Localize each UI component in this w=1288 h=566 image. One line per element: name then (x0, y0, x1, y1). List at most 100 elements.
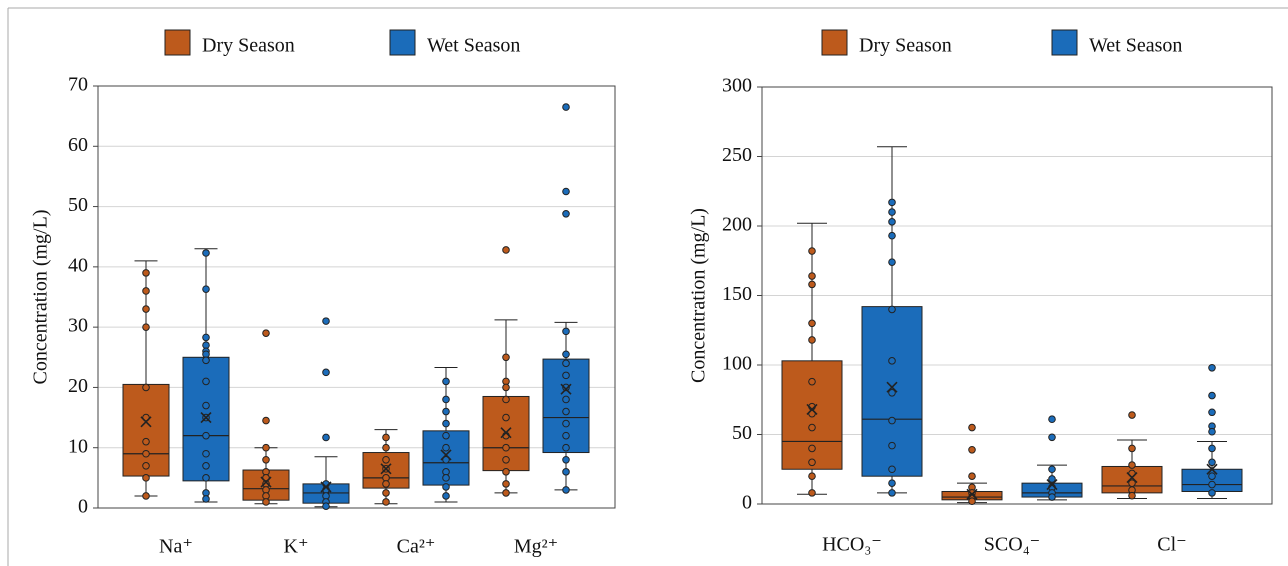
y-tick-label: 30 (68, 315, 88, 337)
y-tick-label: 70 (68, 74, 88, 96)
data-point (262, 329, 270, 337)
data-point (382, 433, 390, 442)
data-point (382, 498, 390, 506)
data-point (1048, 475, 1056, 483)
data-point (1208, 427, 1216, 436)
data-point (202, 401, 210, 410)
data-point (808, 319, 816, 328)
data-point (888, 198, 896, 207)
data-point (1208, 458, 1216, 467)
mean-marker (440, 449, 452, 461)
data-point (888, 389, 896, 397)
data-point (142, 492, 150, 500)
data-point (322, 433, 330, 442)
y-tick-label: 250 (722, 144, 752, 166)
data-point (1048, 493, 1056, 501)
data-point (502, 455, 510, 464)
mean-marker (380, 463, 392, 475)
mean-marker (966, 488, 978, 500)
legend-swatch (1051, 29, 1078, 56)
data-point (888, 357, 896, 365)
data-point (142, 437, 150, 446)
data-point (1048, 415, 1056, 424)
y-tick-label: 300 (722, 75, 752, 97)
data-point (202, 462, 210, 470)
data-point (808, 336, 816, 344)
data-point (808, 489, 816, 497)
legend-swatch (389, 29, 416, 56)
data-point (808, 247, 816, 255)
data-point (808, 377, 816, 386)
y-axis-label: Concentration (mg/L) (30, 210, 52, 385)
data-point (502, 468, 510, 476)
data-point (968, 423, 976, 432)
data-point (562, 407, 570, 416)
data-point (382, 480, 390, 488)
mean-marker (806, 403, 818, 416)
data-point (202, 249, 210, 257)
y-tick-label: 200 (722, 214, 752, 236)
data-point (202, 333, 210, 342)
data-point (968, 497, 976, 506)
mean-marker (1206, 463, 1218, 475)
y-tick-label: 50 (732, 422, 752, 444)
data-point (1208, 408, 1216, 417)
data-point (442, 455, 450, 464)
data-point (888, 416, 896, 425)
data-point (442, 407, 450, 416)
data-point (1208, 391, 1216, 400)
data-point (562, 187, 570, 196)
data-point (322, 317, 330, 325)
data-point (888, 305, 896, 314)
data-point (1208, 472, 1216, 481)
y-tick-label: 50 (68, 194, 88, 216)
data-point (442, 443, 450, 452)
data-point (562, 350, 570, 359)
data-point (502, 353, 510, 362)
data-point (968, 472, 976, 481)
data-point (262, 455, 270, 464)
data-point (442, 419, 450, 428)
data-point (562, 443, 570, 452)
data-point (382, 489, 390, 497)
x-tick-label: Ca²⁺ (397, 536, 436, 558)
data-point (502, 443, 510, 452)
data-point (1048, 433, 1056, 442)
y-tick-label: 40 (68, 254, 88, 276)
data-point (502, 395, 510, 404)
data-point (808, 423, 816, 432)
mean-marker (320, 481, 332, 493)
data-point (888, 258, 896, 266)
data-point (808, 444, 816, 453)
data-point (442, 377, 450, 386)
data-point (502, 246, 510, 254)
mean-marker (200, 412, 212, 424)
data-point (442, 492, 450, 500)
data-point (562, 371, 570, 380)
mean-marker (1126, 472, 1138, 484)
data-point (322, 368, 330, 377)
data-point (1128, 444, 1136, 453)
data-point (262, 498, 270, 506)
data-point (502, 489, 510, 497)
mean-marker (140, 416, 152, 428)
data-point (562, 383, 570, 392)
data-point (888, 479, 896, 487)
data-point (142, 323, 150, 331)
data-point (562, 455, 570, 464)
data-point (562, 103, 570, 111)
y-tick-label: 10 (68, 435, 88, 457)
data-point (202, 495, 210, 503)
data-point (142, 383, 150, 392)
mean-marker (1046, 478, 1058, 491)
y-axis-label: Concentration (mg/L) (688, 208, 710, 383)
data-point (142, 269, 150, 277)
data-point (1128, 491, 1136, 500)
data-point (1048, 465, 1056, 474)
data-point (562, 359, 570, 368)
data-point (442, 483, 450, 491)
data-point (968, 445, 976, 454)
legend-swatch (164, 29, 191, 56)
data-point (1208, 444, 1216, 453)
